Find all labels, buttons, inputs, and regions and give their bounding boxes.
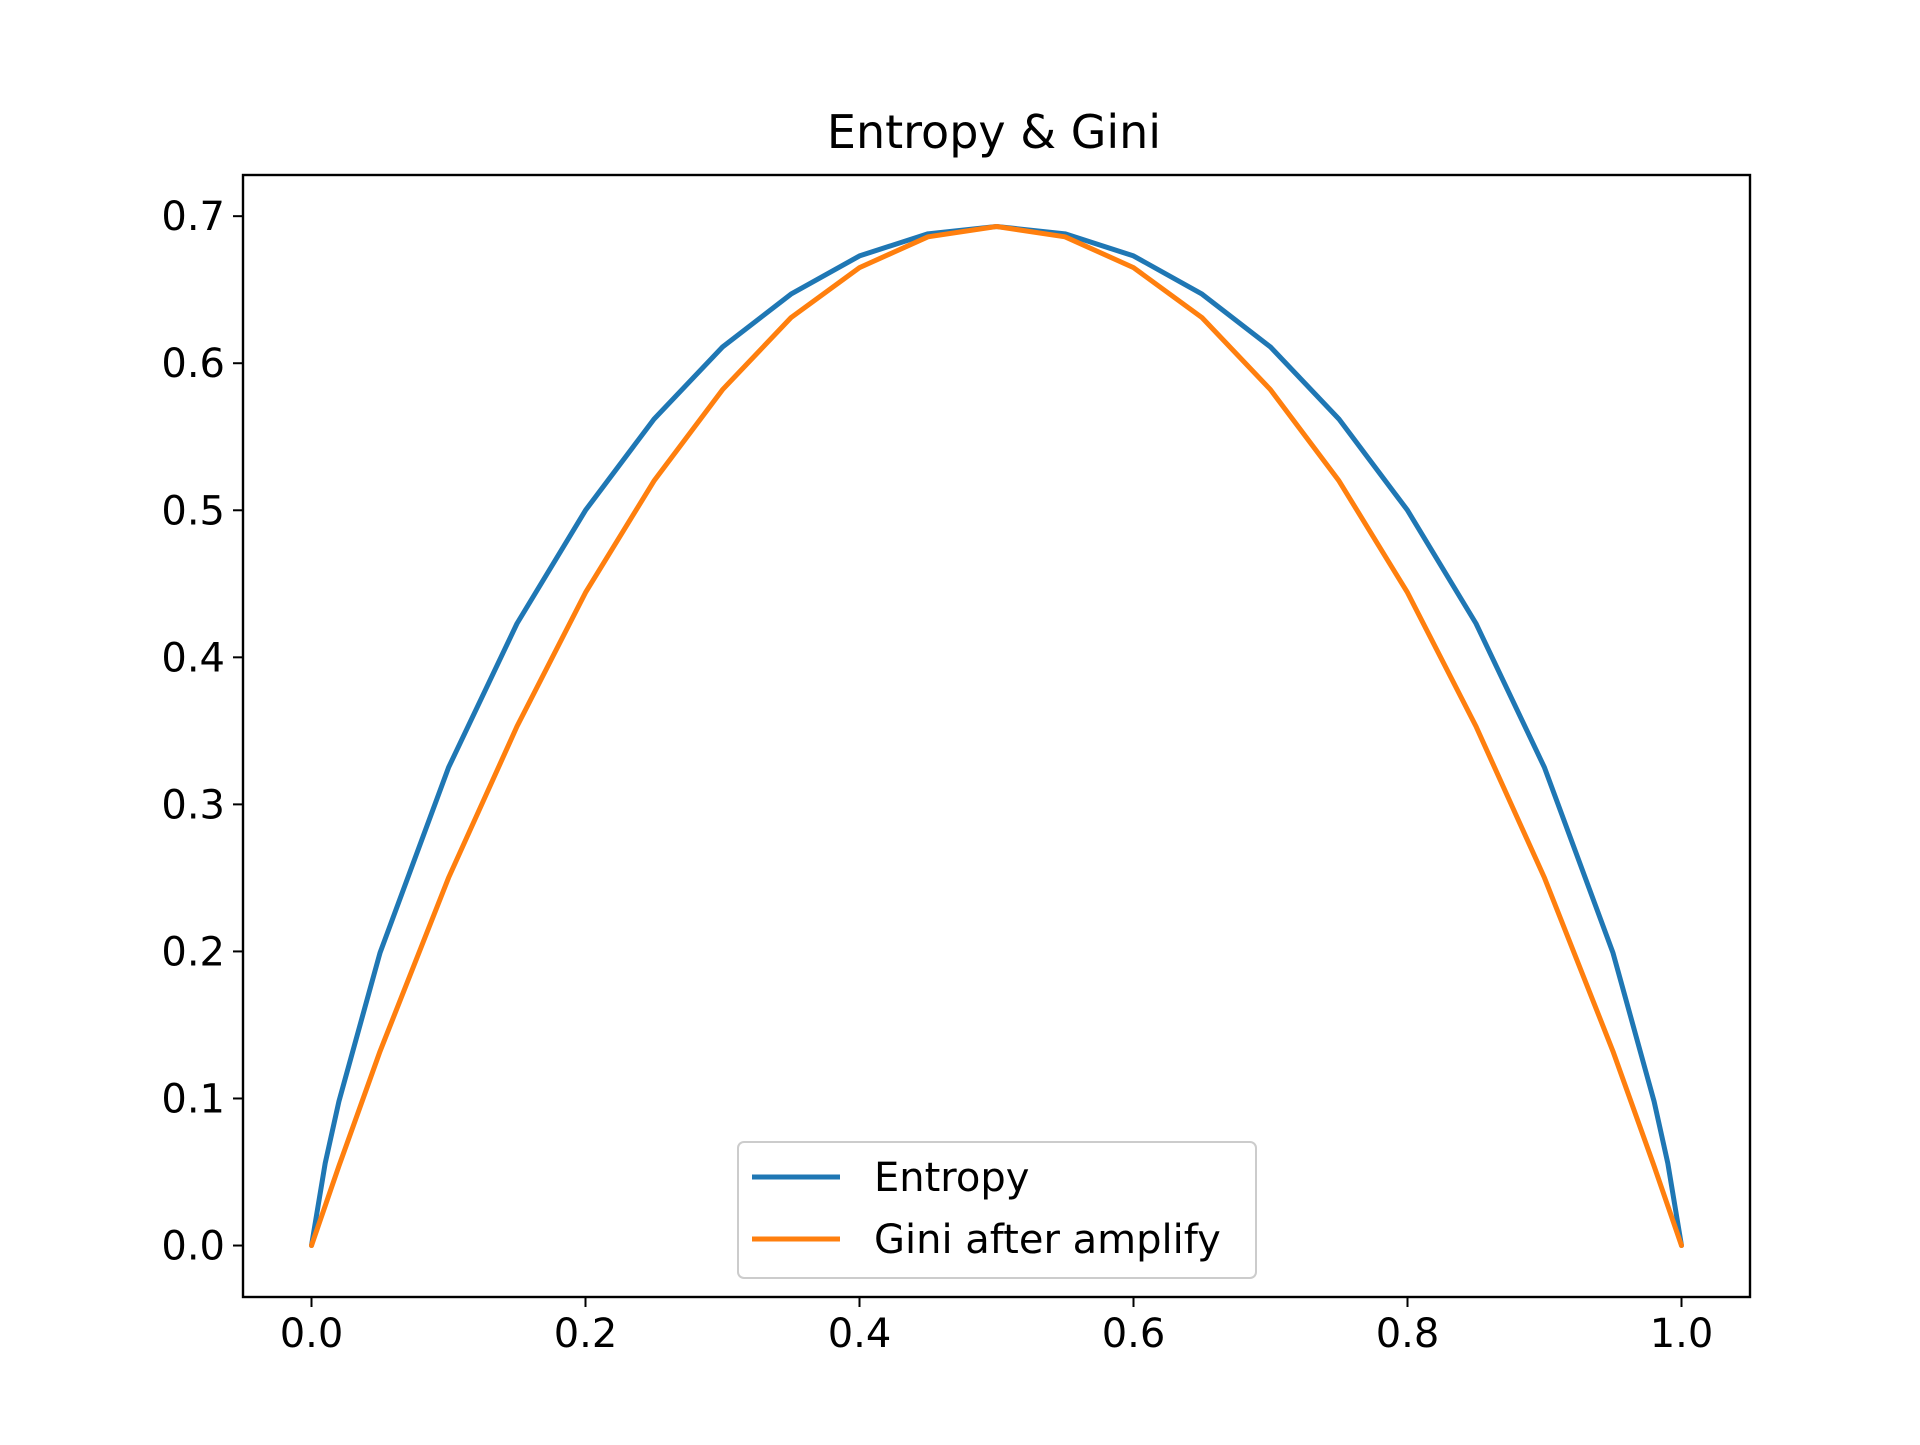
- series-group: [309, 224, 1684, 1248]
- series-line-gini: [309, 224, 1684, 1248]
- x-axis: 0.0 0.2 0.4 0.6 0.8 1.0: [280, 1297, 1714, 1357]
- legend-label: Entropy: [874, 1155, 1029, 1201]
- y-tick-label: 0.2: [161, 929, 225, 975]
- y-tick-label: 0.4: [161, 635, 225, 681]
- y-tick-label: 0.5: [161, 488, 225, 534]
- legend-box: [737, 1141, 1257, 1279]
- x-tick-label: 0.0: [280, 1311, 344, 1357]
- x-tick-label: 0.8: [1376, 1311, 1440, 1357]
- legend: Entropy Gini after amplify: [737, 1141, 1257, 1279]
- x-tick-label: 1.0: [1650, 1311, 1714, 1357]
- plot-area-frame: [241, 173, 1752, 1299]
- x-tick-label: 0.2: [554, 1311, 618, 1357]
- y-tick-label: 0.1: [161, 1076, 225, 1122]
- y-axis: 0.0 0.1 0.2 0.3 0.4 0.5 0.6 0.7: [161, 194, 243, 1270]
- y-tick-label: 0.0: [161, 1224, 225, 1270]
- y-tick-label: 0.6: [161, 341, 225, 387]
- y-tick-label: 0.7: [161, 194, 225, 240]
- legend-label: Gini after amplify: [874, 1217, 1221, 1263]
- chart-title: Entropy & Gini: [827, 105, 1161, 159]
- x-tick-label: 0.6: [1102, 1311, 1166, 1357]
- y-tick-label: 0.3: [161, 782, 225, 828]
- series-line-entropy: [309, 224, 1684, 1248]
- x-tick-label: 0.4: [828, 1311, 892, 1357]
